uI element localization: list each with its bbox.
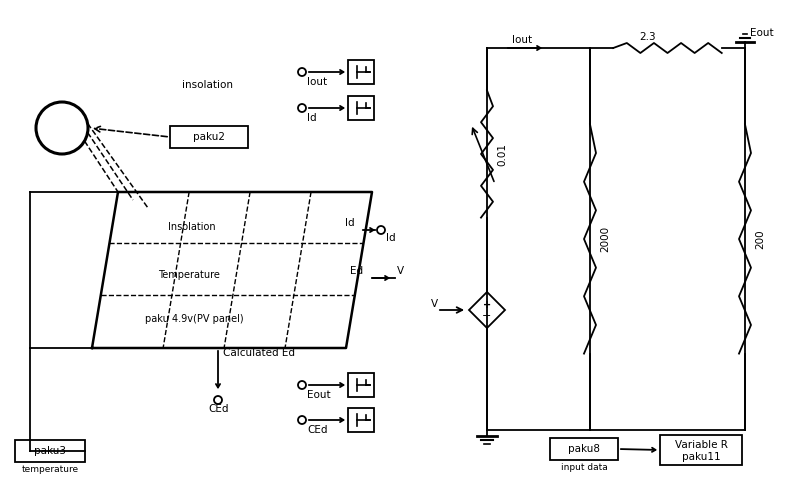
Text: insolation: insolation [182,80,233,90]
Text: Eout: Eout [749,28,772,38]
Text: +: + [483,300,491,310]
Text: V: V [430,299,438,309]
Bar [348,373,373,397]
Text: Iout: Iout [307,77,327,87]
Bar [348,60,373,84]
Text: input data: input data [560,463,606,472]
Text: Id: Id [385,233,395,243]
Text: Iout: Iout [512,35,532,45]
Text: temperature: temperature [22,465,79,474]
Text: V: V [397,266,404,276]
Text: Id: Id [345,218,355,228]
Bar [348,96,373,120]
Text: paku3: paku3 [34,446,66,456]
Text: paku8: paku8 [567,444,599,454]
Text: 2.3: 2.3 [639,32,655,42]
Text: Insolation: Insolation [168,222,215,232]
Text: 2000: 2000 [599,226,609,252]
Bar [348,408,373,432]
Text: Variable R: Variable R [674,441,727,451]
Text: 200: 200 [754,229,764,249]
Bar [659,435,741,465]
Text: paku 4.9v(PV panel): paku 4.9v(PV panel) [145,314,243,324]
Text: −: − [482,311,491,321]
Text: CEd: CEd [307,425,327,435]
Text: paku11: paku11 [681,453,719,463]
Text: Ed: Ed [349,266,363,276]
Text: 0.01: 0.01 [496,143,507,165]
Text: Id: Id [307,113,316,123]
Text: CEd: CEd [208,404,228,414]
Text: Calculated Ed: Calculated Ed [222,348,295,358]
Text: Eout: Eout [307,390,330,400]
Text: paku2: paku2 [193,132,225,142]
Bar [169,126,247,148]
Text: Temperature: Temperature [158,270,219,280]
Bar [15,440,85,462]
Bar [549,438,618,460]
